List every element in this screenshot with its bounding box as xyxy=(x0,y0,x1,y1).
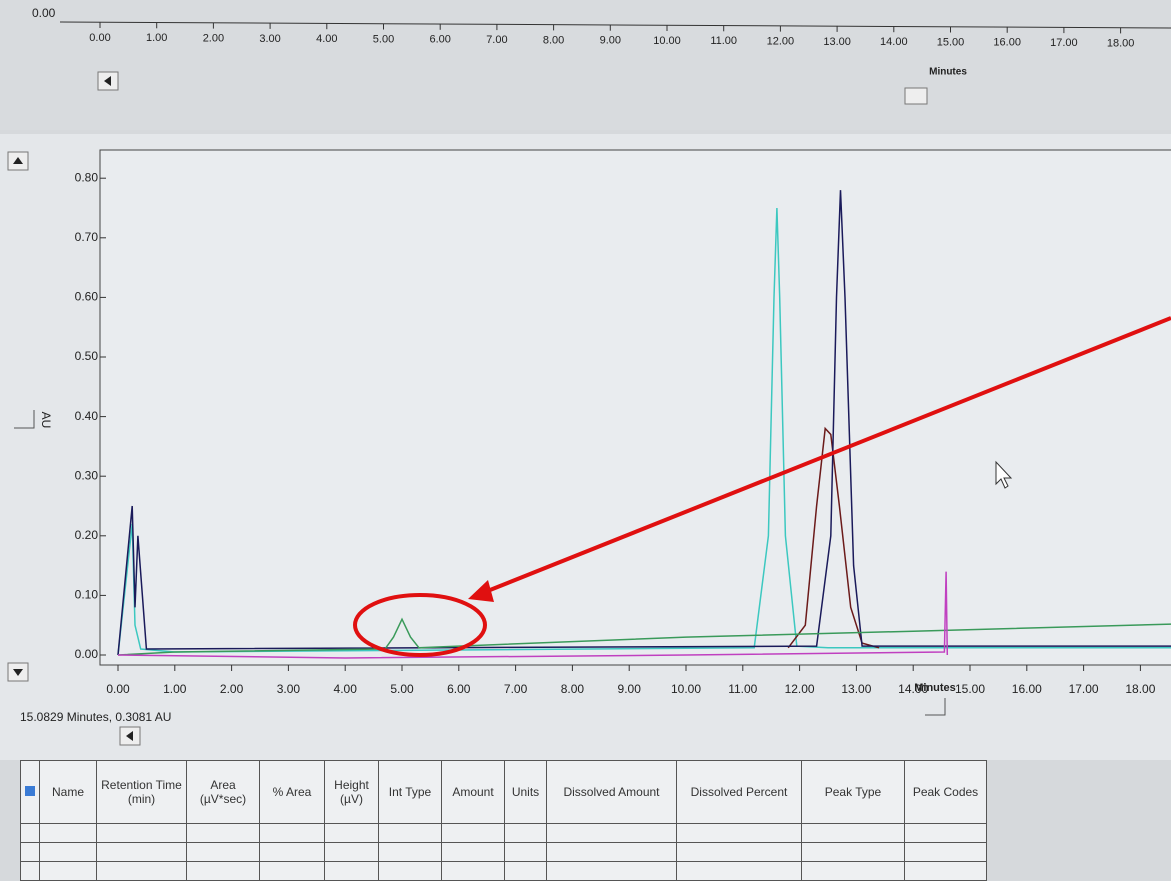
table-cell xyxy=(21,824,40,843)
table-cell xyxy=(40,824,97,843)
top-x-tick-label: 6.00 xyxy=(429,34,450,46)
table-cell xyxy=(260,843,325,862)
table-cell xyxy=(677,824,802,843)
top-x-tick-label: 5.00 xyxy=(373,33,394,45)
column-header[interactable]: Name xyxy=(40,761,97,824)
top-x-tick-label: 8.00 xyxy=(543,34,564,46)
table-row xyxy=(21,824,987,843)
table-cell xyxy=(547,843,677,862)
table-cell xyxy=(905,824,987,843)
column-header[interactable]: Area (µV*sec) xyxy=(187,761,260,824)
top-x-tick-label: 1.00 xyxy=(146,32,167,44)
table-cell xyxy=(379,824,442,843)
table-cell xyxy=(40,843,97,862)
table-cell xyxy=(379,843,442,862)
table-cell xyxy=(187,843,260,862)
x-tick-label: 13.00 xyxy=(841,682,871,696)
table-cell xyxy=(442,824,505,843)
y-tick-label: 0.10 xyxy=(75,588,99,602)
column-header[interactable]: Units xyxy=(505,761,547,824)
x-tick-label: 11.00 xyxy=(728,682,757,696)
x-tick-label: 1.00 xyxy=(163,682,187,696)
top-x-tick-label: 13.00 xyxy=(823,36,851,48)
page: 0.00 Minutes AU Minutes 15.0829 Minutes,… xyxy=(0,0,1171,878)
y-tick-label: 0.40 xyxy=(75,409,99,423)
top-x-tick-label: 2.00 xyxy=(203,33,224,45)
table-cell xyxy=(97,843,187,862)
x-tick-label: 18.00 xyxy=(1125,682,1155,696)
plot-area xyxy=(100,150,1171,665)
column-header[interactable]: Dissolved Amount xyxy=(547,761,677,824)
top-x-tick-label: 0.00 xyxy=(89,32,110,44)
y-axis-label: AU xyxy=(39,412,53,429)
x-tick-label: 3.00 xyxy=(277,682,301,696)
x-tick-label: 8.00 xyxy=(561,682,585,696)
top-panel xyxy=(0,0,1171,130)
column-header[interactable]: Retention Time (min) xyxy=(97,761,187,824)
column-header[interactable]: Int Type xyxy=(379,761,442,824)
scroll-thumb[interactable] xyxy=(905,88,927,104)
table-cell xyxy=(677,843,802,862)
y-tick-label: 0.60 xyxy=(75,290,99,304)
top-x-tick-label: 17.00 xyxy=(1050,37,1078,49)
top-x-tick-label: 16.00 xyxy=(993,37,1021,49)
x-tick-label: 10.00 xyxy=(671,682,701,696)
top-x-tick-label: 14.00 xyxy=(880,36,908,48)
column-header[interactable]: % Area xyxy=(260,761,325,824)
x-tick-label: 9.00 xyxy=(618,682,642,696)
x-tick-label: 4.00 xyxy=(334,682,358,696)
table-cell xyxy=(905,843,987,862)
table-cell xyxy=(547,824,677,843)
select-all[interactable] xyxy=(21,761,40,824)
table-cell xyxy=(802,843,905,862)
table-cell xyxy=(21,843,40,862)
top-x-tick-label: 15.00 xyxy=(937,36,965,48)
table-cell xyxy=(802,824,905,843)
table-cell xyxy=(325,824,379,843)
top-x-tick-label: 11.00 xyxy=(710,35,737,47)
status-text: 15.0829 Minutes, 0.3081 AU xyxy=(20,710,171,724)
table-cell xyxy=(442,843,505,862)
y-tick-label: 0.20 xyxy=(75,528,99,542)
column-header[interactable]: Height (µV) xyxy=(325,761,379,824)
top-x-tick-label: 3.00 xyxy=(259,33,280,45)
column-header[interactable]: Amount xyxy=(442,761,505,824)
table-cell xyxy=(505,824,547,843)
top-x-tick-label: 7.00 xyxy=(486,34,507,46)
x-tick-label: 12.00 xyxy=(785,682,815,696)
y-tick-label: 0.30 xyxy=(75,468,99,482)
table-cell xyxy=(97,824,187,843)
x-tick-label: 15.00 xyxy=(955,682,985,696)
table-cell xyxy=(260,824,325,843)
column-header[interactable]: Dissolved Percent xyxy=(677,761,802,824)
top-x-tick-label: 9.00 xyxy=(600,35,621,47)
y-tick-label: 0.50 xyxy=(75,349,99,363)
y-tick-label: 0.80 xyxy=(75,170,99,184)
top-x-tick-label: 18.00 xyxy=(1107,37,1135,49)
top-x-tick-label: 4.00 xyxy=(316,33,337,45)
table-cell xyxy=(187,824,260,843)
table-row xyxy=(21,843,987,862)
column-header[interactable]: Peak Type xyxy=(802,761,905,824)
x-tick-label: 5.00 xyxy=(390,682,414,696)
x-tick-label: 17.00 xyxy=(1069,682,1099,696)
x-tick-label: 6.00 xyxy=(447,682,471,696)
top-y-tick: 0.00 xyxy=(32,6,56,20)
x-tick-label: 14.00 xyxy=(898,682,928,696)
top-x-label: Minutes xyxy=(929,67,967,78)
x-tick-label: 16.00 xyxy=(1012,682,1042,696)
x-tick-label: 2.00 xyxy=(220,682,244,696)
top-x-tick-label: 10.00 xyxy=(653,35,681,47)
screen: 0.00 Minutes AU Minutes 15.0829 Minutes,… xyxy=(0,0,1171,760)
x-tick-label: 7.00 xyxy=(504,682,528,696)
y-tick-label: 0.00 xyxy=(75,647,99,661)
table-cell xyxy=(505,843,547,862)
x-tick-label: 0.00 xyxy=(106,682,130,696)
column-header[interactable]: Peak Codes xyxy=(905,761,987,824)
top-x-tick-label: 12.00 xyxy=(767,36,795,48)
table-cell xyxy=(325,843,379,862)
y-tick-label: 0.70 xyxy=(75,230,99,244)
